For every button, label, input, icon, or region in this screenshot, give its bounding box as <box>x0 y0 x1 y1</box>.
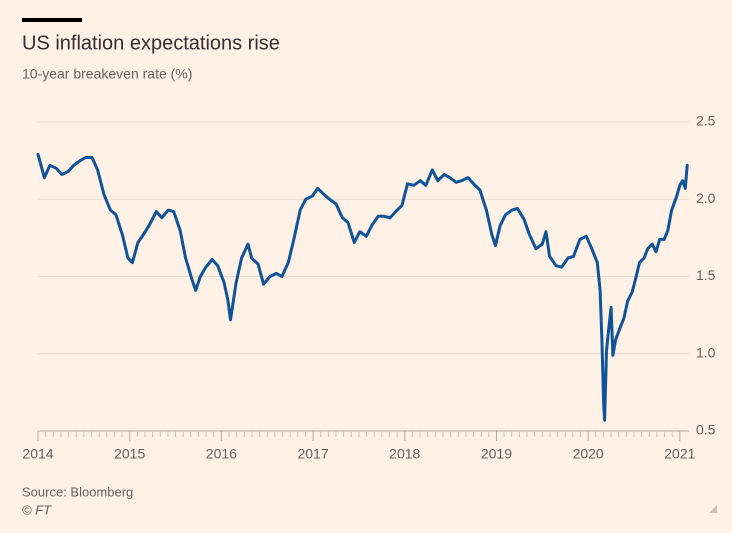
chart-title: US inflation expectations rise <box>22 32 280 54</box>
x-tick-label: 2014 <box>22 446 53 462</box>
x-tick-label: 2018 <box>389 446 420 462</box>
x-tick-label: 2020 <box>573 446 604 462</box>
chart-subtitle: 10-year breakeven rate (%) <box>22 66 192 82</box>
y-tick-label: 2.0 <box>696 190 716 206</box>
y-tick-label: 1.5 <box>696 267 716 283</box>
resize-corner <box>709 505 717 513</box>
source: Source: Bloomberg <box>22 484 133 499</box>
x-tick-label: 2015 <box>114 446 145 462</box>
data-line <box>36 152 689 422</box>
y-tick-label: 2.5 <box>696 113 716 129</box>
x-tick-label: 2016 <box>206 446 237 462</box>
copyright: © FT <box>22 502 52 517</box>
title-bar <box>22 18 82 22</box>
x-tick-label: 2021 <box>664 446 695 462</box>
y-tick-label: 1.0 <box>696 344 716 360</box>
x-tick-label: 2017 <box>297 446 328 462</box>
x-tick-label: 2019 <box>481 446 512 462</box>
y-tick-label: 0.5 <box>696 422 716 438</box>
